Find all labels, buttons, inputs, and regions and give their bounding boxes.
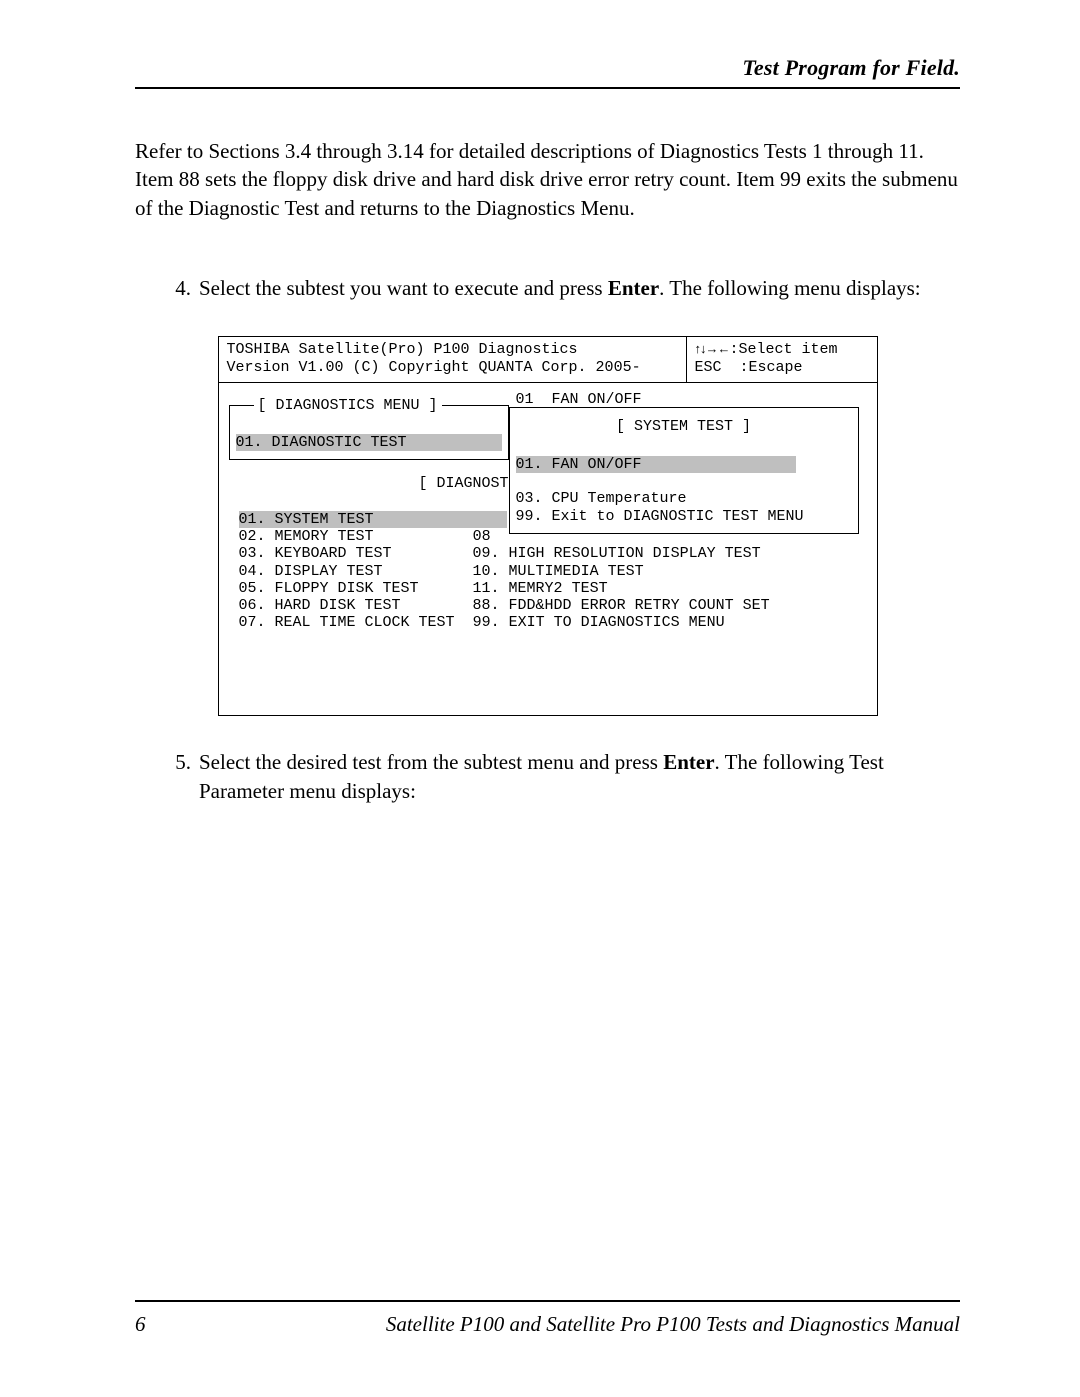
test-item-05[interactable]: 05. FLOPPY DISK TEST — [239, 580, 419, 597]
test-item-01-selected[interactable]: 01. SYSTEM TEST — [239, 511, 507, 528]
diagnostics-menu-panel: [ DIAGNOSTICS MENU ] 01. DIAGNOSTIC TEST — [229, 405, 509, 460]
numbered-list: 4. Select the subtest you want to execut… — [135, 274, 960, 302]
diagnostics-menu-item-selected[interactable]: 01. DIAGNOSTIC TEST — [236, 434, 502, 451]
page-number: 6 — [135, 1312, 146, 1337]
diagnostic-test-label-partial: [ DIAGNOST — [419, 475, 509, 492]
test-item-08-partial: 08 — [473, 528, 491, 545]
test-item-10[interactable]: 10. MULTIMEDIA TEST — [473, 563, 644, 580]
hdr-line2: Version V1.00 (C) Copyright QUANTA Corp.… — [227, 359, 641, 376]
arrow-icons: ↑↓→← — [695, 341, 730, 356]
footer-manual-title: Satellite P100 and Satellite Pro P100 Te… — [386, 1312, 960, 1337]
step4-after: . The following menu displays: — [659, 276, 921, 300]
diagnostic-test-list: 01. SYSTEM TEST 02. MEMORY TEST 08 03. K… — [239, 511, 770, 632]
hdr-line1: TOSHIBA Satellite(Pro) P100 Diagnostics — [227, 341, 578, 358]
fan-peek-partial: 01 FAN ON/OFF — [516, 392, 642, 403]
system-test-label: [ SYSTEM TEST ] — [510, 418, 858, 435]
system-item-01-selected[interactable]: 01. FAN ON/OFF — [516, 456, 796, 473]
test-item-04[interactable]: 04. DISPLAY TEST — [239, 563, 383, 580]
test-item-07[interactable]: 07. REAL TIME CLOCK TEST — [239, 614, 455, 631]
system-item-03[interactable]: 03. CPU Temperature — [516, 490, 687, 507]
intro-text: Refer to Sections 3.4 through 3.14 for d… — [135, 137, 960, 222]
document-page: Test Program for Field. Refer to Section… — [0, 0, 1080, 1397]
page-footer: 6 Satellite P100 and Satellite Pro P100 … — [135, 1300, 960, 1337]
step4-before: Select the subtest you want to execute a… — [199, 276, 608, 300]
screen-header-left: TOSHIBA Satellite(Pro) P100 Diagnostics … — [219, 337, 687, 382]
test-item-03[interactable]: 03. KEYBOARD TEST — [239, 545, 392, 562]
diagnostics-menu-label: [ DIAGNOSTICS MENU ] — [254, 397, 442, 414]
step-number-5: 5. — [171, 748, 199, 805]
screen-header-right: ↑↓→←:Select item ESC :Escape — [687, 337, 877, 382]
screen-body: [ DIAGNOSTICS MENU ] 01. DIAGNOSTIC TEST… — [219, 383, 877, 703]
test-item-02[interactable]: 02. MEMORY TEST — [239, 528, 374, 545]
test-item-99[interactable]: 99. EXIT TO DIAGNOSTICS MENU — [473, 614, 725, 631]
step-number: 4. — [171, 274, 199, 302]
test-item-09[interactable]: 09. HIGH RESOLUTION DISPLAY TEST — [473, 545, 761, 562]
step-5: 5. Select the desired test from the subt… — [171, 748, 960, 805]
help-esc: ESC :Escape — [695, 359, 803, 376]
page-header: Test Program for Field. — [135, 55, 960, 89]
screen-outer-frame: TOSHIBA Satellite(Pro) P100 Diagnostics … — [218, 336, 878, 716]
step4-bold: Enter — [608, 276, 659, 300]
test-item-88[interactable]: 88. FDD&HDD ERROR RETRY COUNT SET — [473, 597, 770, 614]
diagnostics-screenshot: TOSHIBA Satellite(Pro) P100 Diagnostics … — [218, 336, 878, 716]
screen-header-bar: TOSHIBA Satellite(Pro) P100 Diagnostics … — [219, 337, 877, 383]
step-text-5: Select the desired test from the subtest… — [199, 748, 960, 805]
test-item-06[interactable]: 06. HARD DISK TEST — [239, 597, 401, 614]
step5-before: Select the desired test from the subtest… — [199, 750, 663, 774]
header-title: Test Program for Field. — [742, 55, 960, 80]
test-item-11[interactable]: 11. MEMRY2 TEST — [473, 580, 608, 597]
numbered-list-2: 5. Select the desired test from the subt… — [135, 748, 960, 805]
intro-paragraph: Refer to Sections 3.4 through 3.14 for d… — [135, 137, 960, 222]
step-4: 4. Select the subtest you want to execut… — [171, 274, 960, 302]
step5-bold: Enter — [663, 750, 714, 774]
help-select: :Select item — [730, 341, 838, 358]
step-text: Select the subtest you want to execute a… — [199, 274, 960, 302]
